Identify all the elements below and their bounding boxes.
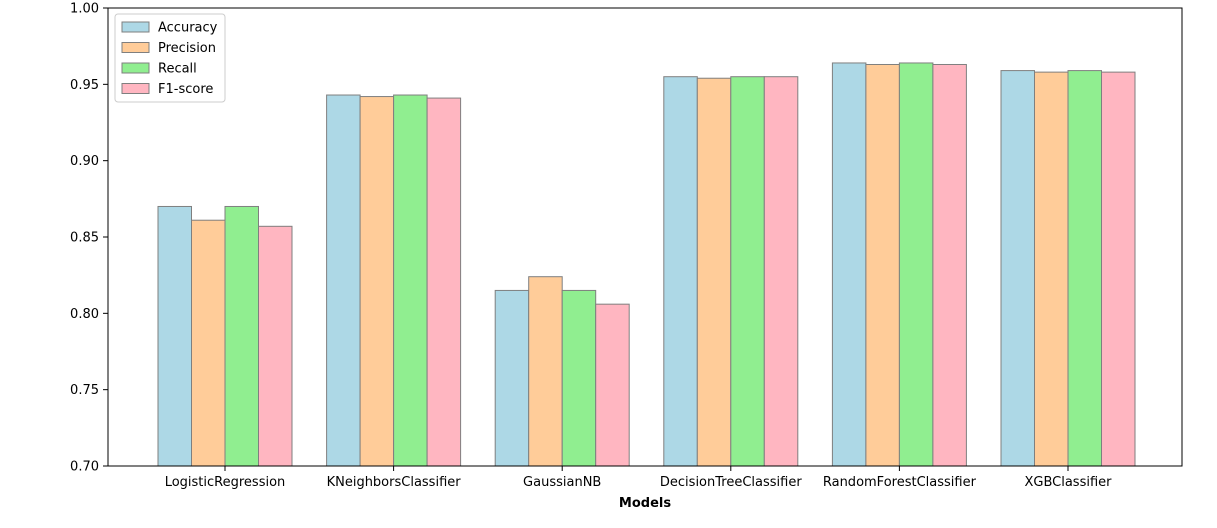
bar-f1-score-randomforestclassifier	[932, 63, 967, 467]
bar-accuracy-logisticregression	[157, 205, 192, 467]
bar-recall-kneighborsclassifier	[393, 94, 428, 467]
bar-precision-randomforestclassifier	[865, 63, 900, 467]
bar-accuracy-gaussiannb	[494, 289, 530, 467]
bar-recall-xgbclassifier	[1067, 70, 1102, 467]
x-tick-label: KNeighborsClassifier	[327, 475, 462, 490]
y-axis: 0.70 0.75 0.80 0.85 0.90 0.95 1.00	[70, 2, 108, 475]
legend-label: Recall	[158, 62, 197, 77]
bar-accuracy-kneighborsclassifier	[326, 94, 361, 467]
legend-swatch	[121, 42, 150, 53]
legend-label: F1-score	[158, 82, 213, 97]
bar-precision-kneighborsclassifier	[359, 96, 395, 467]
bar-precision-gaussiannb	[528, 276, 563, 467]
legend: Accuracy Precision Recall F1-score	[114, 13, 226, 103]
legend-label: Precision	[158, 41, 216, 56]
legend-box	[114, 13, 226, 103]
y-tick-label: 0.90	[70, 154, 99, 169]
bar-precision-decisiontreeclassifier	[696, 77, 732, 467]
bar-precision-xgbclassifier	[1034, 71, 1069, 467]
y-tick-label: 0.75	[70, 383, 99, 398]
bar-recall-decisiontreeclassifier	[730, 76, 765, 467]
legend-swatch	[121, 83, 150, 94]
bar-recall-gaussiannb	[561, 289, 597, 467]
x-axis: LogisticRegression KNeighborsClassifier Ga…	[165, 466, 1112, 490]
bar-precision-logisticregression	[191, 219, 226, 467]
bar-accuracy-decisiontreeclassifier	[663, 76, 698, 467]
y-tick-label: 1.00	[70, 2, 99, 17]
legend-swatch	[121, 62, 150, 74]
x-tick-label: DecisionTreeClassifier	[660, 475, 802, 490]
y-tick-label: 0.95	[70, 78, 99, 93]
bar-f1-score-kneighborsclassifier	[426, 97, 462, 467]
x-axis-title: Models	[619, 496, 671, 511]
x-tick-label: GaussianNB	[523, 475, 601, 490]
legend-swatch	[121, 21, 150, 33]
x-tick-label: RandomForestClassifier	[823, 475, 977, 490]
bar-f1-score-decisiontreeclassifier	[763, 76, 799, 467]
bar-f1-score-xgbclassifier	[1101, 71, 1136, 467]
bars-layer	[157, 62, 1136, 467]
bar-accuracy-randomforestclassifier	[831, 62, 867, 467]
x-tick-label: XGBClassifier	[1024, 475, 1112, 490]
legend-label: Accuracy	[158, 21, 218, 36]
bar-f1-score-gaussiannb	[595, 303, 630, 467]
x-tick-label: LogisticRegression	[165, 475, 286, 490]
bar-f1-score-logisticregression	[258, 225, 293, 467]
bar-recall-logisticregression	[224, 205, 259, 467]
bar-recall-randomforestclassifier	[898, 62, 934, 467]
bar-accuracy-xgbclassifier	[1000, 70, 1035, 467]
y-tick-label: 0.85	[70, 231, 99, 246]
y-tick-label: 0.80	[70, 307, 99, 322]
y-tick-label: 0.70	[70, 460, 99, 475]
